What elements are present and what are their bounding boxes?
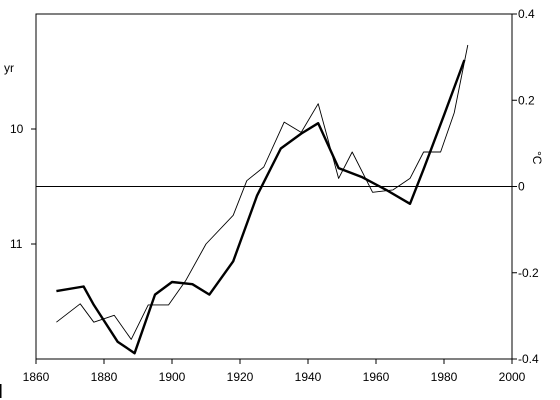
y-right-tick-label: 0 (518, 180, 525, 194)
x-tick-label: 1960 (363, 370, 390, 384)
series-thin-line (56, 44, 469, 340)
y-right-tick-label: -0.2 (518, 266, 539, 280)
x-tick-label: 1940 (295, 370, 322, 384)
x-tick-label: 1900 (159, 370, 186, 384)
x-tick-label: 1980 (431, 370, 458, 384)
x-tick-label: 1860 (23, 370, 50, 384)
y-left-axis-ticks: 10 11 (10, 122, 36, 251)
series-group (56, 44, 469, 355)
y-left-axis-label: yr (4, 61, 14, 75)
y-right-axis-label: °C (530, 151, 544, 165)
corner-mark (0, 384, 2, 398)
y-right-tick-label: -0.4 (518, 352, 539, 366)
series-thick-line (56, 59, 466, 355)
y-left-tick-label: 11 (10, 237, 23, 251)
y-right-tick-label: 0.4 (518, 7, 535, 21)
y-right-axis-ticks: 0.4 0.2 0 -0.2 -0.4 (512, 7, 539, 366)
y-right-tick-label: 0.2 (518, 93, 535, 107)
x-tick-label: 1880 (91, 370, 118, 384)
x-tick-label: 1920 (227, 370, 254, 384)
x-tick-label: 2000 (499, 370, 526, 384)
y-left-tick-label: 10 (10, 122, 24, 136)
x-axis-ticks: 1860 1880 1900 1920 1940 1960 1980 2000 (23, 359, 526, 384)
